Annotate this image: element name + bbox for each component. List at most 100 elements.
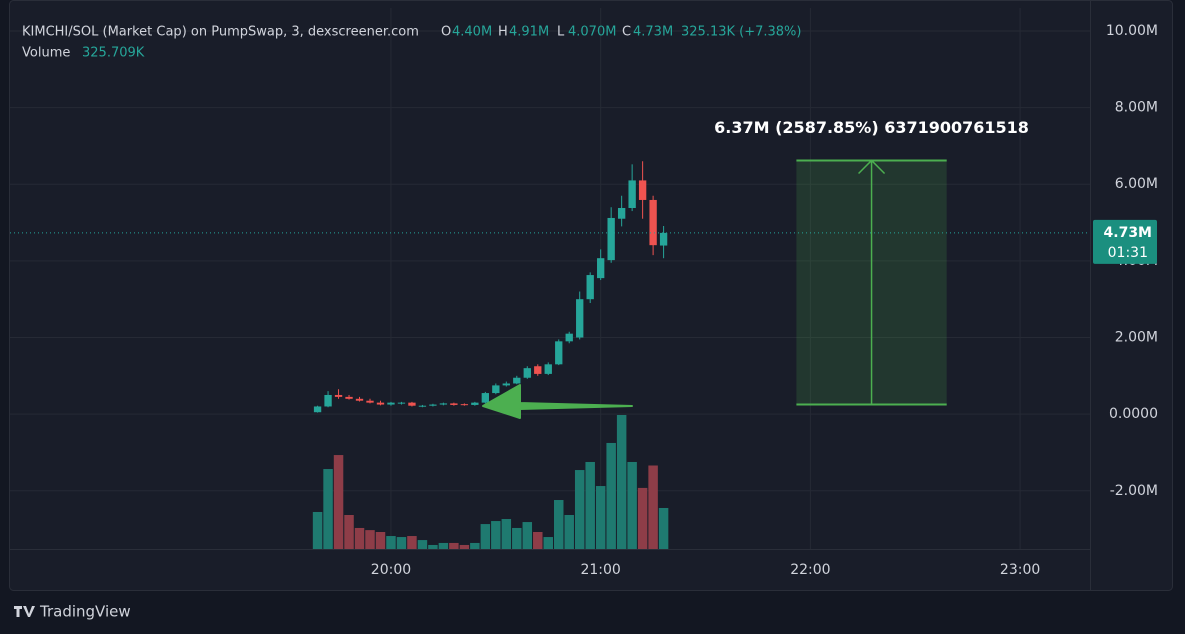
- candle-body: [638, 180, 647, 200]
- volume-bar: [428, 544, 438, 549]
- candle-body: [324, 394, 332, 407]
- volume-bar: [365, 530, 375, 549]
- annotation-arrow: [482, 384, 633, 419]
- volume-bar: [438, 542, 449, 549]
- candle-body: [450, 403, 458, 405]
- last-price-label: 4.73M: [1104, 225, 1152, 241]
- grid: [10, 0, 1091, 590]
- volume-bar: [470, 542, 480, 549]
- x-tick-label: 20:00: [371, 562, 411, 578]
- brand-logo: [14, 606, 35, 617]
- ohlc-key: C: [622, 25, 631, 40]
- ohlc-value: 4.40M: [452, 25, 492, 40]
- volume-value: 325.709K: [82, 46, 145, 61]
- candle-body: [492, 385, 500, 394]
- volume-bar: [522, 522, 533, 549]
- candle-body: [313, 406, 322, 413]
- brand: TradingView: [14, 603, 131, 621]
- volume-bar: [344, 514, 354, 549]
- ohlc-key: O: [441, 25, 451, 40]
- ohlc-key: L: [557, 25, 565, 40]
- volume-bar: [533, 531, 543, 549]
- ohlc-value: 4.91M: [509, 25, 549, 40]
- y-tick-label: 2.00M: [1115, 330, 1158, 346]
- candle-body: [460, 404, 469, 406]
- volume-bar: [648, 465, 658, 549]
- ohlc-value: 4.070M: [568, 25, 616, 40]
- candle-body: [523, 368, 531, 378]
- change: 325.13K (+7.38%): [681, 25, 801, 40]
- volume-bar: [312, 511, 323, 549]
- candle-body: [439, 403, 448, 405]
- volume-bar: [417, 540, 428, 549]
- candle-body: [502, 383, 510, 386]
- volume-bar: [606, 442, 616, 549]
- candle-body: [471, 402, 479, 405]
- x-tick-label: 22:00: [790, 562, 830, 578]
- y-tick-label: 6.00M: [1115, 176, 1158, 192]
- volume-bar: [491, 521, 501, 549]
- candle-body: [597, 258, 605, 279]
- volume-bar: [595, 486, 606, 549]
- candle-body: [534, 366, 542, 374]
- candle-body: [628, 180, 636, 209]
- volume-bar: [564, 514, 574, 549]
- candle-body: [565, 333, 573, 342]
- volume-label: Volume: [22, 46, 70, 61]
- volume-bar: [512, 527, 522, 549]
- volume-bar: [543, 537, 553, 549]
- candle-body: [481, 393, 490, 403]
- candle-body: [586, 275, 594, 300]
- volume-bar: [627, 461, 637, 549]
- volume-bar: [553, 500, 564, 549]
- last-price-box: [1093, 219, 1157, 264]
- x-tick-label: 23:00: [1000, 562, 1040, 578]
- y-tick-label: 8.00M: [1115, 100, 1158, 116]
- volume-bar: [333, 455, 344, 549]
- candle-body: [659, 232, 668, 246]
- volume-bar: [574, 470, 585, 549]
- volume-bar: [396, 537, 407, 549]
- volume-bar: [658, 507, 669, 549]
- candle-body: [649, 199, 657, 246]
- volume-bar: [323, 469, 333, 549]
- candle-body: [334, 394, 343, 397]
- candle-body: [607, 217, 615, 261]
- volume-bar: [585, 461, 595, 549]
- y-tick-label: 0.0000: [1109, 406, 1158, 422]
- x-tick-label: 21:00: [580, 562, 620, 578]
- y-tick-label: 10.00M: [1106, 23, 1158, 39]
- candle-body: [544, 364, 552, 374]
- chart-title: KIMCHI/SOL (Market Cap) on PumpSwap, 3, …: [22, 25, 419, 40]
- y-tick-label: -2.00M: [1110, 483, 1158, 499]
- marks: 6.37M (2587.85%) 6371900761518: [10, 118, 1090, 549]
- candle-body: [397, 402, 406, 404]
- candle-body: [376, 402, 385, 405]
- volume-bar: [501, 519, 512, 549]
- countdown: 01:31: [1108, 245, 1148, 261]
- volume-bar: [449, 542, 459, 549]
- candle-body: [345, 396, 353, 399]
- volume-bar: [637, 487, 648, 549]
- candle-body: [555, 341, 563, 365]
- candle-body: [617, 208, 626, 219]
- measure-label: 6.37M (2587.85%) 6371900761518: [714, 118, 1029, 137]
- brand-name: TradingView: [39, 603, 131, 621]
- candle-body: [408, 402, 416, 406]
- candle-body: [366, 400, 374, 403]
- ohlc-value: 4.73M: [633, 25, 673, 40]
- measure-arrow: [858, 159, 886, 405]
- volume-bar: [386, 536, 396, 549]
- ohlc-key: H: [498, 25, 508, 40]
- volume-bar: [459, 544, 470, 549]
- candle-body: [429, 404, 437, 406]
- candle-body: [513, 377, 521, 384]
- candle-body: [418, 405, 427, 407]
- candle-body: [576, 299, 584, 338]
- volume-bar: [354, 527, 365, 549]
- volume-bar: [480, 524, 491, 549]
- volume-bar: [375, 531, 386, 549]
- candle-body: [387, 402, 395, 405]
- volume-bar: [616, 415, 627, 549]
